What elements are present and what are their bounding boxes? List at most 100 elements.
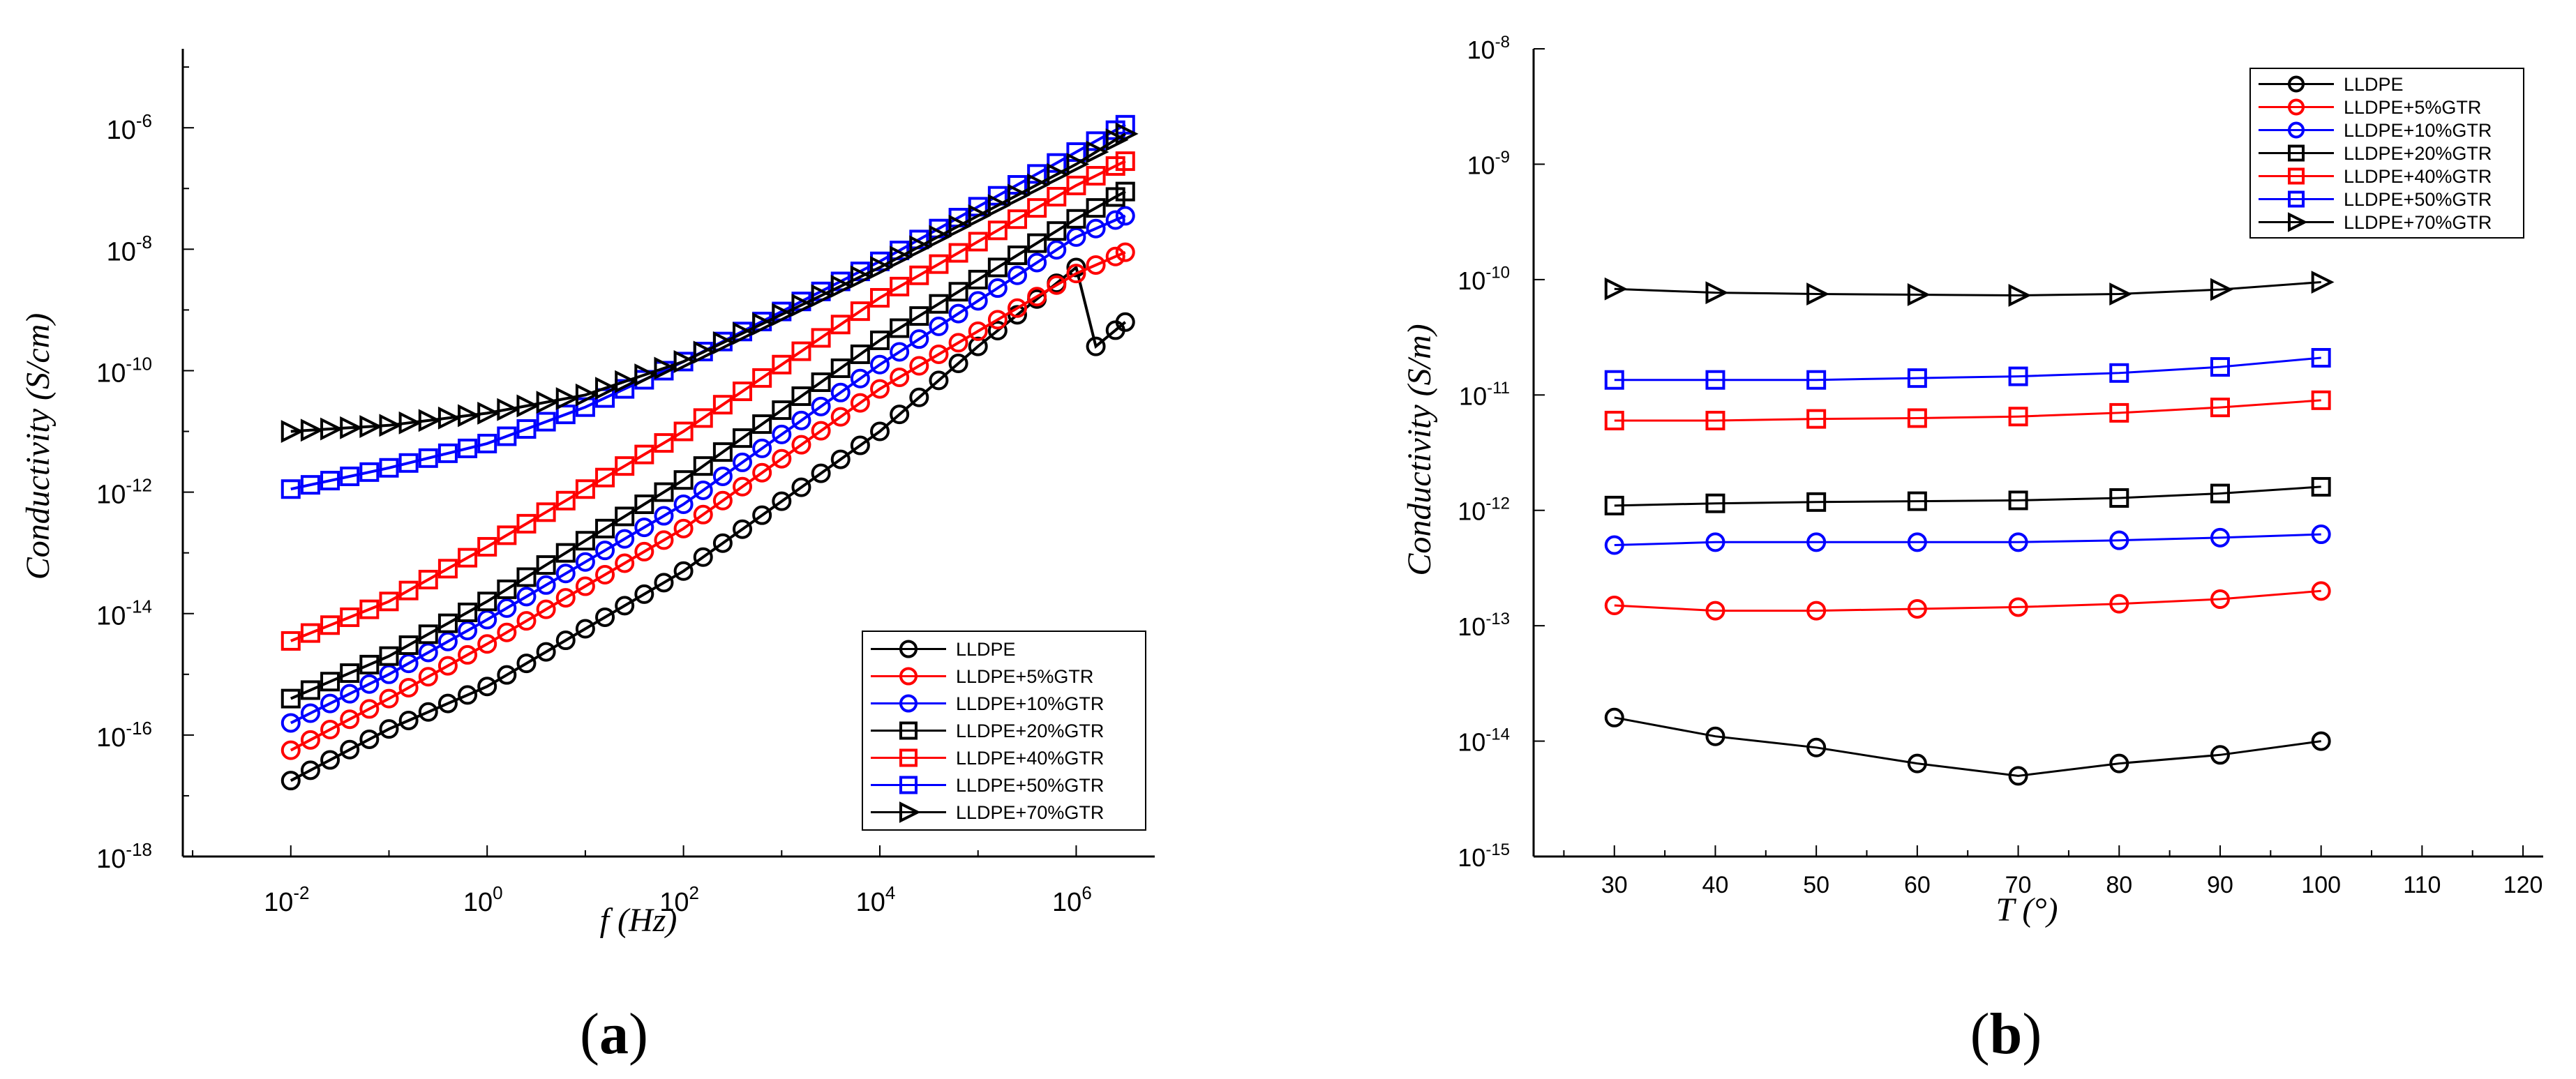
chart-b-y-tick-label-exponent: -15 <box>1485 840 1510 859</box>
chart-b-data-point <box>1705 370 1725 390</box>
chart-a-data-point <box>379 688 399 709</box>
chart-b-data-point <box>2008 490 2028 511</box>
chart-a-legend-entry: LLDPE+10%GTR <box>871 693 1104 714</box>
chart-a-data-point <box>536 642 556 662</box>
chart-a-data-point <box>791 386 811 407</box>
chart-a-data-point <box>595 565 615 585</box>
chart-a-data-point <box>693 408 713 428</box>
chart-b-x-tick-label: 30 <box>1601 872 1628 898</box>
chart-b-data-point <box>1907 598 1927 619</box>
chart-b-data-point <box>1806 370 1827 390</box>
chart-a-data-point <box>1115 122 1139 146</box>
chart-b-y-tick-label-exponent: -10 <box>1485 264 1510 282</box>
chart-b-data-point <box>2008 407 2028 427</box>
chart-a-data-point <box>909 329 929 349</box>
chart-b-y-tick-label-exponent: -14 <box>1485 725 1510 744</box>
chart-a-data-point <box>850 393 870 413</box>
chart-a-data-point <box>536 412 556 432</box>
chart-a-data-point <box>929 294 949 314</box>
chart-b-data-point <box>2109 402 2129 423</box>
chart-a-data-point <box>379 719 399 739</box>
chart-a-data-point <box>890 246 913 269</box>
chart-b-data-point <box>2210 483 2230 504</box>
chart-b-data-point <box>1604 370 1624 390</box>
chart-a-legend-label: LLDPE+20%GTR <box>956 720 1104 741</box>
chart-a-data-point <box>340 739 360 760</box>
chart-a-data-point <box>497 426 517 446</box>
chart-a-data-point <box>870 256 893 279</box>
chart-a-data-point <box>398 654 419 674</box>
chart-a-data-point <box>320 693 340 714</box>
chart-a-data-point <box>555 490 576 511</box>
chart-a-y-tick-label-exponent: -16 <box>126 718 152 739</box>
chart-b-y-tick-label: 10-15 <box>1458 840 1510 872</box>
chart-b-data-point <box>2008 366 2028 386</box>
chart-a-data-point <box>418 569 438 589</box>
chart-b-data-point <box>2008 766 2028 786</box>
chart-a-data-point <box>909 235 933 259</box>
chart-a-y-tick-label-base: 10 <box>107 116 136 145</box>
chart-a-data-point <box>458 685 478 705</box>
chart-a-y-axis-label: Conductivity (S/cm) <box>20 313 57 580</box>
chart-a-y-tick-label-base: 10 <box>96 723 126 753</box>
chart-a-data-point <box>497 525 517 545</box>
chart-b-data-point <box>2210 589 2230 610</box>
chart-a-data-point <box>1066 264 1086 284</box>
chart-a-data-point <box>398 580 419 601</box>
chart-b-legend-entry: LLDPE+10%GTR <box>2259 120 2492 141</box>
chart-a-data-point <box>772 354 792 375</box>
chart-a-legend: LLDPE LLDPE+5%GTR LLDPE+10%GTR LLDPE+20%GTR… <box>862 631 1146 831</box>
chart-a-data-point <box>673 349 697 373</box>
chart-a-series <box>280 206 1135 733</box>
chart-b-data-point <box>2311 476 2331 497</box>
chart-b-x-tick-label: 120 <box>2503 872 2543 898</box>
chart-a-data-point <box>693 480 713 500</box>
chart-a-data-point <box>477 634 497 654</box>
chart-b-data-point <box>2311 525 2331 545</box>
chart-a-data-point <box>733 322 756 345</box>
chart-a-data-point <box>791 341 811 361</box>
chart-a-data-point <box>477 401 501 425</box>
chart-b-data-point <box>1907 283 1931 306</box>
chart-a-data-point <box>615 529 635 549</box>
chart-panel-b: 30 40 50 60 70 80 90 100 110 12010-1510-1410-1310… <box>1401 33 2543 1066</box>
chart-a-data-point <box>733 382 753 402</box>
chart-a-data-point <box>948 354 968 374</box>
chart-a-data-point <box>752 438 772 458</box>
chart-b-x-tick-label: 50 <box>1803 872 1829 898</box>
chart-b-legend-entry: LLDPE+40%GTR <box>2259 166 2492 187</box>
chart-a-data-point <box>830 358 851 378</box>
chart-b-data-point <box>1806 601 1827 621</box>
chart-b-y-tick-label: 10-10 <box>1458 264 1510 295</box>
chart-b-y-tick-label-exponent: -9 <box>1495 148 1510 167</box>
chart-b-y-tick-label-base: 10 <box>1467 151 1495 179</box>
chart-a-legend-entry: LLDPE <box>871 639 1016 660</box>
chart-a-data-point <box>1086 198 1106 218</box>
chart-a-data-point <box>1047 187 1067 207</box>
chart-b-data-point <box>1604 277 1628 301</box>
chart-a-data-point <box>320 750 340 770</box>
chart-b-series <box>1604 707 2331 786</box>
chart-b-legend-marker <box>2288 212 2308 232</box>
chart-a-data-point <box>477 677 497 697</box>
chart-panel-a: 10-2 100 102 104 10610-1810-1610-1410-1210-1… <box>20 49 1155 1066</box>
chart-a-series <box>280 151 1135 651</box>
chart-b-data-point <box>1907 532 1927 552</box>
chart-a-data-point <box>830 407 851 427</box>
chart-a-data-point <box>654 433 674 453</box>
chart-a-data-point <box>340 607 360 627</box>
chart-b-legend-entry: LLDPE+50%GTR <box>2259 189 2492 210</box>
chart-a-data-point <box>929 225 952 248</box>
chart-a-x-axis-label: f (Hz) <box>600 902 677 939</box>
chart-a-data-point <box>634 444 654 465</box>
chart-a-data-point <box>909 306 929 326</box>
chart-a-data-point <box>1027 233 1047 253</box>
chart-a-legend-entry: LLDPE+5%GTR <box>871 666 1093 687</box>
chart-a-data-point <box>1086 218 1106 239</box>
chart-a-data-point <box>575 531 595 551</box>
chart-a-data-point <box>320 471 340 491</box>
chart-a-data-point <box>379 646 399 666</box>
chart-a-y-tick-label-exponent: -18 <box>126 839 152 860</box>
chart-a-data-point <box>830 382 851 402</box>
chart-b-legend-label: LLDPE+50%GTR <box>2344 189 2492 210</box>
